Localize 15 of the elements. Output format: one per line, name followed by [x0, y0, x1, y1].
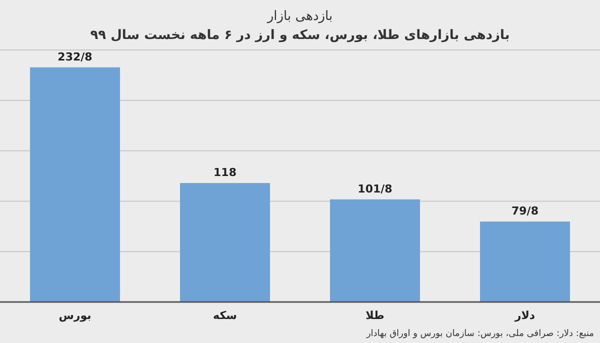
x-tick-label: بورس [58, 309, 92, 322]
chart-subtitle: بازدهی بازارهای طلا، بورس، سکه و ارز در ۶ ماهه نخست سال ۹۹ [90, 28, 510, 43]
x-tick-label: دلار [514, 309, 536, 322]
bar [30, 67, 120, 302]
x-tick-label: سکه [213, 309, 237, 322]
chart-title: بازدهی بازار [266, 9, 333, 24]
x-tick-label: طلا [366, 309, 384, 322]
data-label: 232/8 [58, 50, 92, 64]
bar [330, 199, 420, 302]
bar [480, 222, 570, 302]
data-label: 79/8 [512, 204, 538, 218]
data-label: 101/8 [358, 182, 392, 196]
text: منبع: دلار: صرافی ملی، بورس: سازمان بورس و اوراق بهادار [365, 329, 594, 339]
data-label: 118 [214, 166, 236, 180]
bar [180, 183, 270, 302]
